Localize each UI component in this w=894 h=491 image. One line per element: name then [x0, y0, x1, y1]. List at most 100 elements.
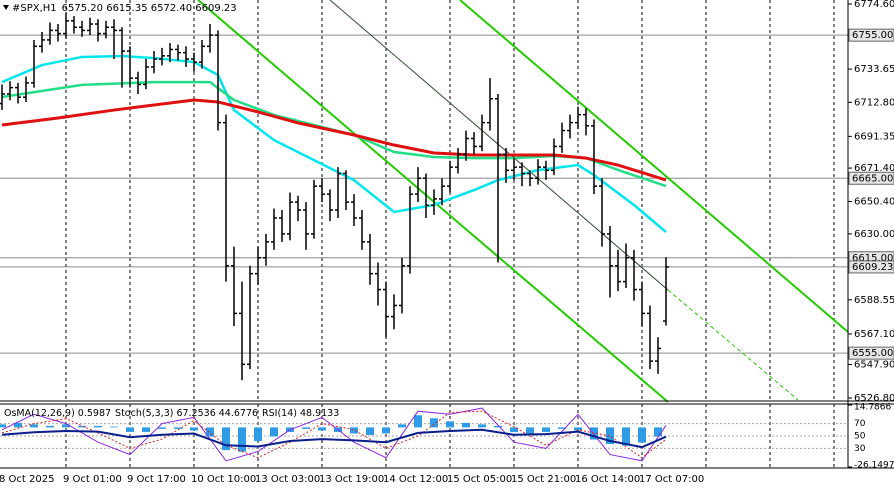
y-tick-label: -26.1497	[854, 461, 894, 471]
osma-bar	[526, 427, 534, 434]
x-tick-label: 17 Oct 07:00	[639, 474, 704, 485]
x-tick-label: 15 Oct 05:00	[447, 474, 512, 485]
osma-bar	[126, 427, 134, 432]
y-tick-label: 6712.80	[854, 97, 894, 108]
osma-bar	[398, 424, 406, 428]
osma-bar	[110, 426, 118, 428]
osma-bar	[366, 427, 374, 435]
osma-bar	[206, 427, 214, 437]
osma-bar	[78, 425, 86, 428]
oscillator-line	[1, 428, 667, 449]
header: #SPX,H1 6575.20 6615.35 6572.40 6609.23	[12, 3, 237, 14]
level-box	[848, 28, 894, 42]
indicator-label: OsMA(12,26,9)	[4, 408, 75, 419]
oscillator-line	[1, 410, 667, 459]
osma-bar	[382, 427, 390, 434]
osma-bar	[350, 427, 358, 434]
indicator-header: OsMA(12,26,9) 0.5987 Stoch(5,3,3) 67.2536 44…	[4, 408, 339, 419]
level-label: 6609.23	[852, 262, 893, 273]
x-tick-label: 13 Oct 19:00	[319, 474, 384, 485]
osma-bar	[318, 427, 326, 431]
osma-bar	[462, 422, 470, 428]
osma-bar	[542, 427, 550, 432]
osma-bar	[46, 425, 54, 428]
osma-bar	[30, 424, 38, 428]
level-label: 6665.00	[852, 173, 893, 184]
x-tick-label: 10 Oct 10:00	[191, 474, 256, 485]
moving-average	[1, 98, 667, 182]
x-tick-label: 16 Oct 14:00	[575, 474, 640, 485]
y-tick-label: 6588.55	[854, 295, 894, 306]
osma-bar	[478, 424, 486, 428]
osma-bar	[222, 427, 230, 451]
osma-bar	[238, 427, 246, 452]
y-tick-label: 14.7866	[854, 403, 891, 413]
osma-bar	[14, 422, 22, 428]
y-tick-label: 6774.60	[854, 0, 894, 10]
symbol: #SPX,H1	[12, 3, 57, 14]
x-tick-label: 9 Oct 17:00	[127, 474, 186, 485]
level-box	[848, 346, 894, 360]
y-tick-label: 30	[854, 444, 866, 454]
level-box	[848, 171, 894, 185]
header-icon	[3, 5, 9, 10]
osma-bar	[430, 418, 438, 428]
y-tick-label: 6630.00	[854, 229, 894, 240]
moving-average	[1, 54, 667, 233]
osma-bar	[606, 427, 614, 445]
osma-bar	[302, 427, 310, 429]
y-tick-label: 70	[854, 419, 866, 429]
indicator-value: 44.6776	[219, 408, 258, 419]
oscillator-line	[1, 407, 667, 462]
osma-bar	[62, 424, 70, 428]
x-tick-label: 13 Oct 03:00	[255, 474, 320, 485]
osma-bar	[510, 427, 518, 432]
osma-bar	[190, 427, 198, 431]
y-tick-label: 6691.35	[854, 131, 894, 142]
osma-bar	[574, 427, 582, 431]
indicator-value: 67.2536	[176, 408, 215, 419]
osma-bar	[270, 427, 278, 437]
osma-bar	[0, 424, 6, 428]
level-label: 6615.00	[852, 253, 893, 264]
trend-line	[197, 0, 669, 403]
level-label: 6755.00	[852, 30, 893, 41]
x-tick-label: 9 Oct 01:00	[63, 474, 122, 485]
osma-bar	[414, 415, 422, 428]
osma-bar	[158, 427, 166, 429]
indicator-label: Stoch(5,3,3)	[115, 408, 173, 419]
y-tick-label: 6650.40	[854, 196, 894, 207]
trend-line	[459, 0, 849, 333]
indicator-value: 48.9133	[300, 408, 339, 419]
osma-bar	[590, 427, 598, 440]
level-box	[848, 260, 894, 274]
y-tick-label: 6547.90	[854, 359, 894, 370]
plot	[0, 12, 669, 462]
osma-bar	[494, 425, 502, 428]
x-tick-label: 8 Oct 2025	[0, 474, 54, 485]
osma-bar	[254, 427, 262, 442]
osma-bar	[558, 427, 566, 429]
x-tick-label: 14 Oct 12:00	[383, 474, 448, 485]
osma-bar	[142, 427, 150, 432]
ohlc-values: 6575.20 6615.35 6572.40 6609.23	[62, 3, 237, 14]
osma-bar	[622, 427, 630, 446]
indicator-label: RSI(14)	[262, 408, 297, 419]
level-label: 6555.00	[852, 348, 893, 359]
x-tick-label: 15 Oct 21:00	[511, 474, 576, 485]
osma-bar	[638, 427, 646, 443]
osma-bar	[654, 427, 662, 437]
osma-bar	[174, 427, 182, 429]
y-tick-label: 6567.10	[854, 329, 894, 340]
osma-bar	[446, 421, 454, 428]
y-tick-label: 50	[854, 432, 866, 442]
y-tick-label: 6526.80	[854, 393, 894, 404]
indicator-value: 0.5987	[78, 408, 111, 419]
trend-line	[667, 289, 799, 401]
osma-bar	[94, 425, 102, 428]
y-tick-label: 6733.65	[854, 64, 894, 75]
y-tick-label: 6671.40	[854, 163, 894, 174]
trend-line	[329, 0, 669, 291]
